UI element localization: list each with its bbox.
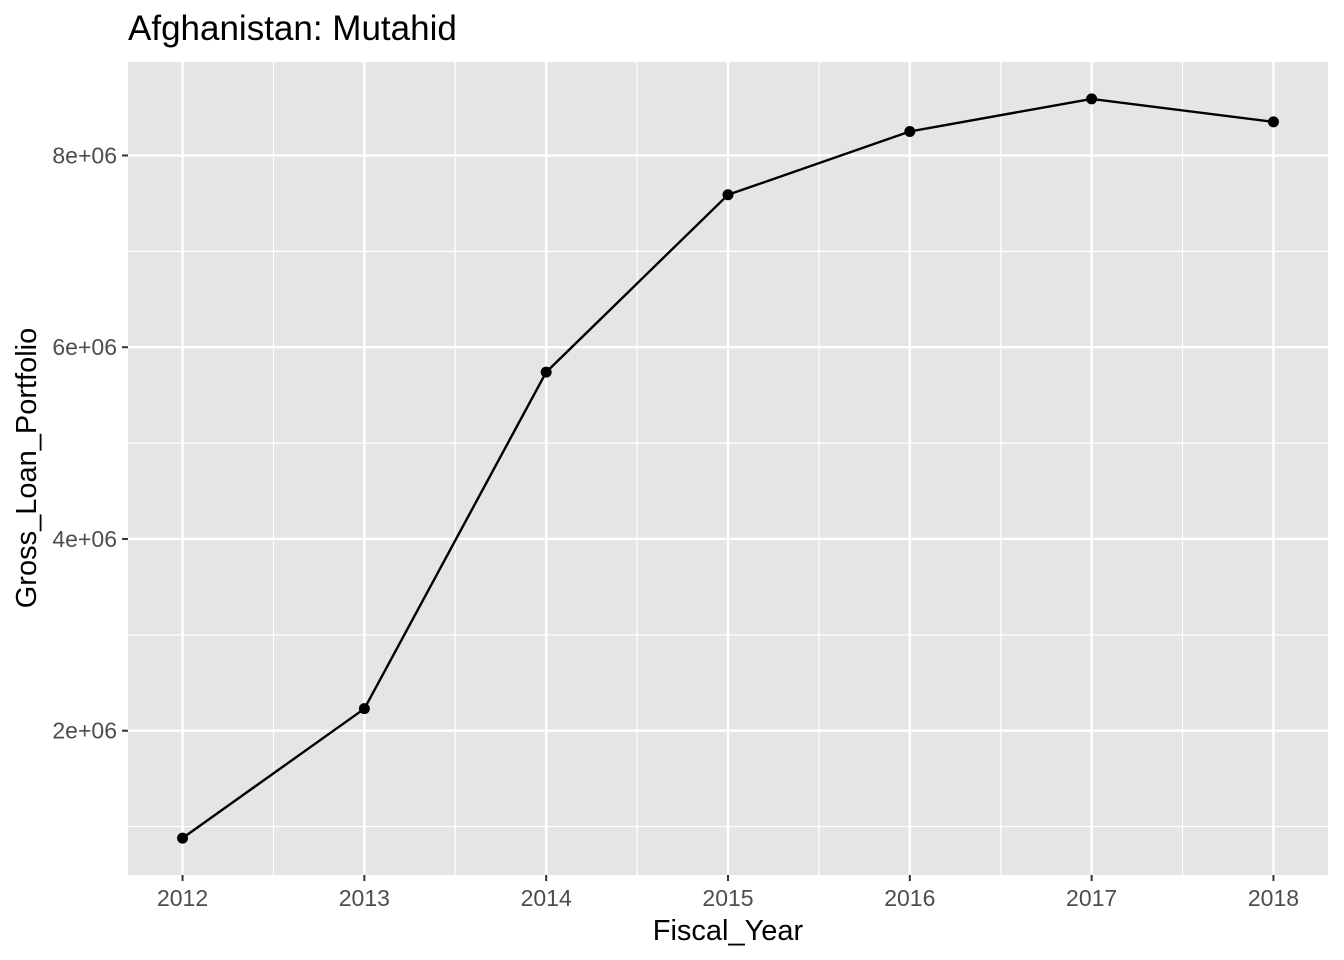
x-tick-label: 2016	[884, 885, 935, 911]
y-tick-label: 4e+06	[52, 526, 117, 552]
x-tick-label: 2013	[339, 885, 390, 911]
x-tick-label: 2017	[1066, 885, 1117, 911]
x-tick-label: 2015	[702, 885, 753, 911]
x-axis: 2012 2013 2014 2015 2016 2017 2018	[157, 875, 1299, 911]
data-point-2012	[177, 832, 189, 844]
x-tick-label: 2018	[1248, 885, 1299, 911]
x-tick-label: 2014	[521, 885, 572, 911]
data-point-2013	[358, 703, 370, 715]
data-point-2015	[722, 189, 734, 201]
data-point-2018	[1267, 116, 1279, 128]
data-point-2014	[540, 366, 552, 378]
data-points	[177, 93, 1279, 844]
y-tick-label: 8e+06	[52, 142, 117, 168]
y-tick-label: 6e+06	[52, 334, 117, 360]
y-tick-label: 2e+06	[52, 718, 117, 744]
y-axis-title: Gross_Loan_Portfolio	[11, 328, 43, 609]
data-point-2017	[1086, 93, 1098, 105]
x-tick-label: 2012	[157, 885, 208, 911]
x-axis-title: Fiscal_Year	[653, 915, 804, 947]
chart-title: Afghanistan: Mutahid	[128, 9, 457, 48]
y-axis: 2e+06 4e+06 6e+06 8e+06	[52, 142, 128, 744]
data-point-2016	[904, 126, 916, 138]
